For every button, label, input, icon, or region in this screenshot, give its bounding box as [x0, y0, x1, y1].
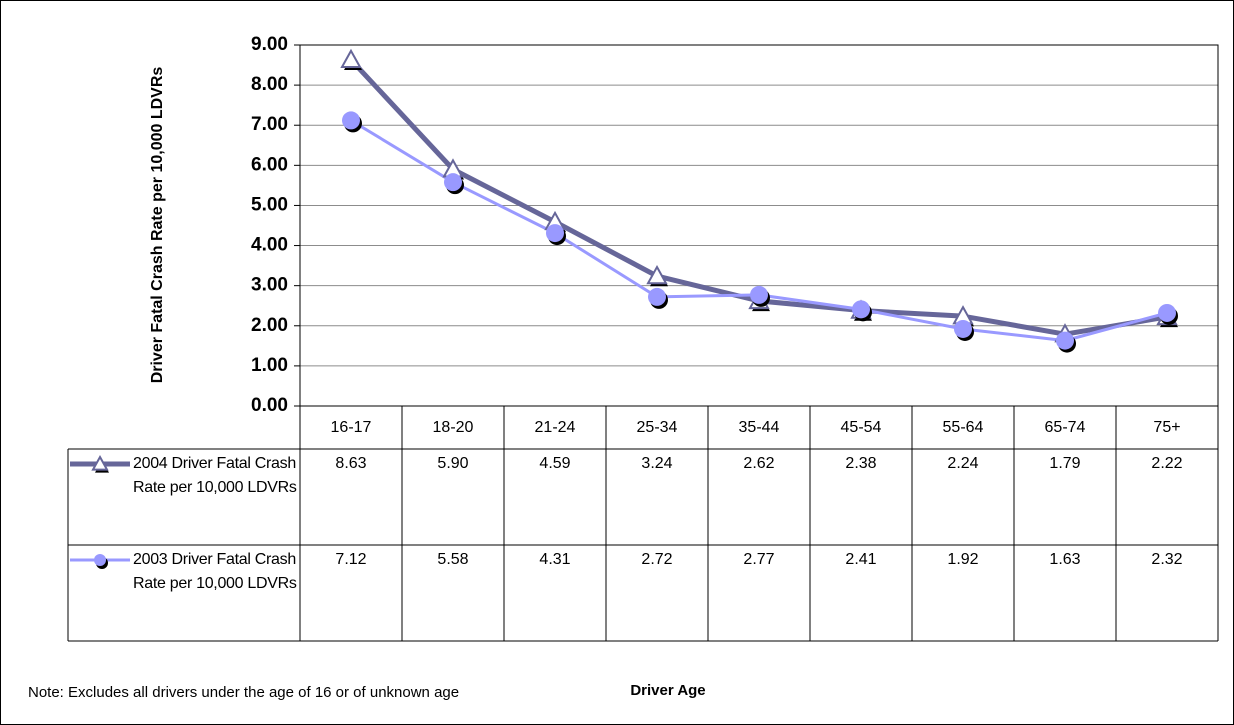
marker: [648, 287, 666, 306]
y-tick-label: 0.00: [251, 395, 288, 416]
x-tick-label: 65-74: [1045, 419, 1086, 436]
marker: [750, 285, 768, 304]
y-tick-label: 3.00: [251, 275, 288, 296]
table-value: 2.32: [1151, 551, 1182, 568]
table-value: 2.22: [1151, 455, 1182, 472]
marker: [1158, 303, 1176, 322]
legend-label: 2004 Driver Fatal Crash Rate per 10,000 …: [133, 455, 297, 496]
marker: [342, 111, 360, 130]
y-tick-label: 2.00: [251, 315, 288, 336]
table-value: 2.24: [947, 455, 978, 472]
table-value: 2.41: [845, 551, 876, 568]
x-tick-label: 75+: [1153, 419, 1180, 436]
x-tick-label: 45-54: [841, 419, 882, 436]
y-tick-label: 4.00: [251, 235, 288, 256]
legend-label: 2003 Driver Fatal Crash Rate per 10,000 …: [133, 551, 297, 592]
marker: [91, 454, 109, 471]
y-tick-label: 7.00: [251, 114, 288, 135]
x-tick-label: 21-24: [535, 419, 576, 436]
x-tick-label: 55-64: [943, 419, 984, 436]
y-tick-label: 5.00: [251, 194, 288, 215]
marker: [1056, 331, 1074, 350]
note: Note: Excludes all drivers under the age…: [28, 684, 459, 701]
marker: [954, 319, 972, 338]
table-value: 1.63: [1049, 551, 1080, 568]
marker: [852, 300, 870, 319]
x-tick-label: 18-20: [433, 419, 474, 436]
table-value: 5.90: [437, 455, 468, 472]
y-tick-label: 6.00: [251, 154, 288, 175]
table-value: 5.58: [437, 551, 468, 568]
marker: [546, 224, 564, 243]
plot-border: [299, 44, 1219, 407]
y-axis-label: Driver Fatal Crash Rate per 10,000 LDVRs: [149, 67, 166, 384]
x-axis-label: Driver Age: [630, 682, 705, 699]
table-value: 1.92: [947, 551, 978, 568]
table-value: 4.59: [539, 455, 570, 472]
marker: [646, 264, 668, 285]
table-value: 2.77: [743, 551, 774, 568]
table-value: 2.38: [845, 455, 876, 472]
table-value: 8.63: [335, 455, 366, 472]
marker: [340, 48, 362, 69]
y-tick-label: 8.00: [251, 74, 288, 95]
table-value: 2.62: [743, 455, 774, 472]
marker: [444, 173, 462, 192]
x-tick-label: 25-34: [637, 419, 678, 436]
x-tick-label: 35-44: [739, 419, 780, 436]
y-tick-label: 1.00: [251, 355, 288, 376]
table-value: 2.72: [641, 551, 672, 568]
x-tick-label: 16-17: [331, 419, 372, 436]
marker: [94, 554, 106, 566]
y-tick-label: 9.00: [251, 34, 288, 55]
table-value: 1.79: [1049, 455, 1080, 472]
table-value: 4.31: [539, 551, 570, 568]
table-value: 7.12: [335, 551, 366, 568]
table-value: 3.24: [641, 455, 672, 472]
